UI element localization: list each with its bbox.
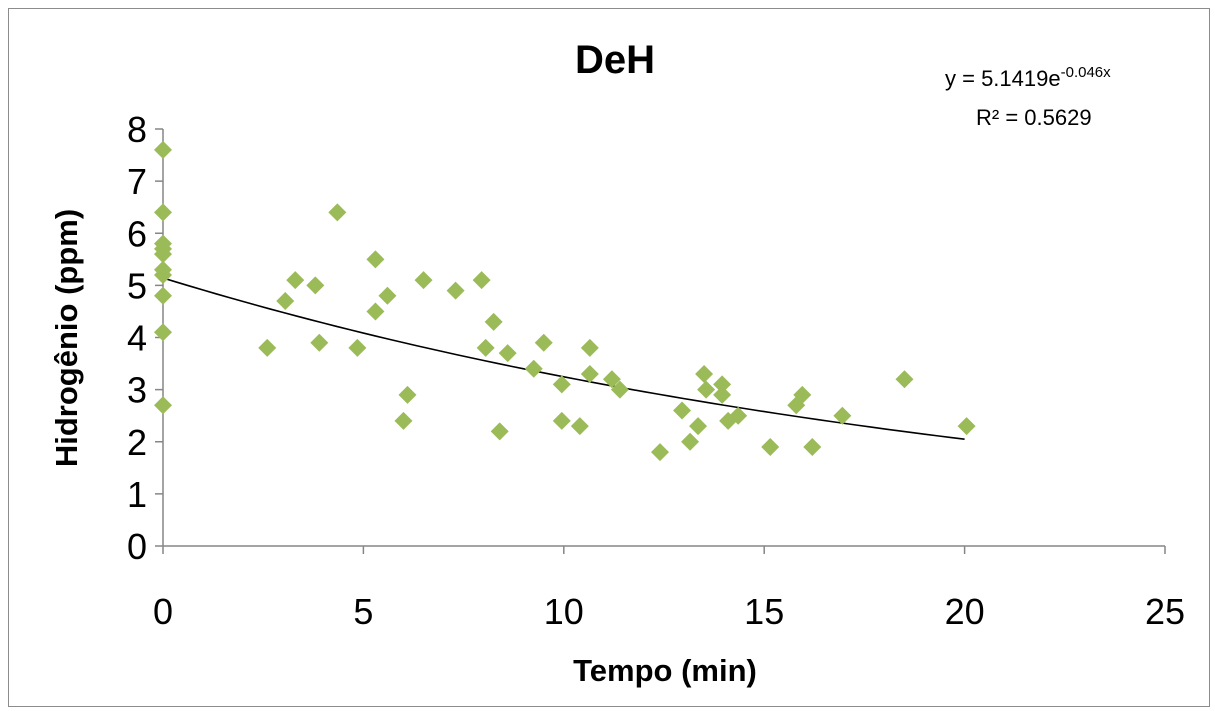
data-point bbox=[689, 417, 708, 436]
y-tick-label: 2 bbox=[127, 422, 147, 463]
data-point bbox=[446, 281, 465, 300]
trendline bbox=[162, 277, 965, 440]
data-point bbox=[552, 375, 571, 394]
trendline-equation-base: y = 5.1419e bbox=[945, 66, 1061, 91]
x-tick-label: 5 bbox=[353, 591, 373, 632]
x-tick-label: 15 bbox=[744, 591, 784, 632]
data-point bbox=[534, 333, 553, 352]
data-point bbox=[154, 203, 172, 222]
y-tick-label: 4 bbox=[127, 318, 147, 359]
data-point bbox=[713, 385, 732, 404]
chart-title: DeH bbox=[575, 38, 655, 82]
y-tick-label: 1 bbox=[127, 474, 147, 515]
data-point bbox=[580, 338, 599, 357]
data-point bbox=[154, 245, 172, 264]
data-point bbox=[713, 375, 732, 394]
y-tick-label: 5 bbox=[127, 265, 147, 306]
data-point bbox=[695, 364, 714, 383]
x-tick-label: 10 bbox=[544, 591, 584, 632]
y-tick-label: 7 bbox=[127, 161, 147, 202]
data-point bbox=[276, 292, 295, 311]
trendline-equation-text: y = 5.1419e-0.046x bbox=[945, 64, 1111, 91]
data-point bbox=[472, 271, 491, 290]
data-point bbox=[610, 380, 629, 399]
y-tick-label: 8 bbox=[127, 109, 147, 150]
data-point bbox=[378, 286, 397, 305]
data-point bbox=[681, 432, 700, 451]
data-point bbox=[154, 286, 172, 305]
data-point bbox=[348, 338, 367, 357]
data-point bbox=[154, 323, 172, 342]
y-axis-tick-labels: 0 1 2 3 4 5 6 7 8 bbox=[127, 109, 147, 567]
data-points bbox=[154, 140, 976, 462]
data-point bbox=[154, 140, 172, 159]
data-point bbox=[366, 302, 385, 321]
axes bbox=[155, 128, 1166, 554]
data-point bbox=[286, 271, 305, 290]
data-point bbox=[490, 422, 509, 441]
data-point bbox=[484, 312, 503, 331]
data-point bbox=[306, 276, 325, 295]
chart-frame bbox=[8, 8, 1210, 707]
trendline-r-squared: R² = 0.5629 bbox=[976, 105, 1092, 130]
data-point bbox=[761, 437, 780, 456]
x-tick-label: 0 bbox=[153, 591, 173, 632]
x-tick-label: 25 bbox=[1145, 591, 1185, 632]
x-tick-label: 20 bbox=[945, 591, 985, 632]
data-point bbox=[476, 338, 495, 357]
y-tick-label: 3 bbox=[127, 370, 147, 411]
data-point bbox=[895, 370, 914, 389]
data-point bbox=[570, 417, 589, 436]
data-point bbox=[398, 385, 417, 404]
data-point bbox=[650, 443, 669, 462]
data-point bbox=[803, 437, 822, 456]
data-point bbox=[328, 203, 347, 222]
data-point bbox=[154, 265, 172, 284]
data-point bbox=[552, 411, 571, 430]
y-axis-title: Hidrogênio (ppm) bbox=[49, 209, 84, 467]
y-tick-label: 0 bbox=[127, 526, 147, 567]
y-tick-label: 6 bbox=[127, 213, 147, 254]
data-point bbox=[729, 406, 748, 425]
data-point bbox=[366, 250, 385, 269]
data-point bbox=[697, 380, 716, 399]
data-point bbox=[580, 364, 599, 383]
data-point bbox=[957, 417, 976, 436]
data-point bbox=[154, 396, 172, 415]
data-point bbox=[524, 359, 543, 378]
x-axis-tick-labels: 0 5 10 15 20 25 bbox=[153, 591, 1185, 632]
trendline-equation-exponent: -0.046x bbox=[1061, 64, 1112, 81]
data-point bbox=[414, 271, 433, 290]
data-point bbox=[498, 344, 517, 363]
data-point bbox=[833, 406, 852, 425]
data-point bbox=[258, 338, 277, 357]
data-point bbox=[310, 333, 329, 352]
data-point bbox=[793, 385, 812, 404]
trendline-equation: y = 5.1419e-0.046x R² = 0.5629 bbox=[945, 64, 1111, 130]
data-point bbox=[394, 411, 413, 430]
data-point bbox=[673, 401, 692, 420]
x-axis-title: Tempo (min) bbox=[573, 653, 757, 688]
data-point bbox=[602, 370, 621, 389]
